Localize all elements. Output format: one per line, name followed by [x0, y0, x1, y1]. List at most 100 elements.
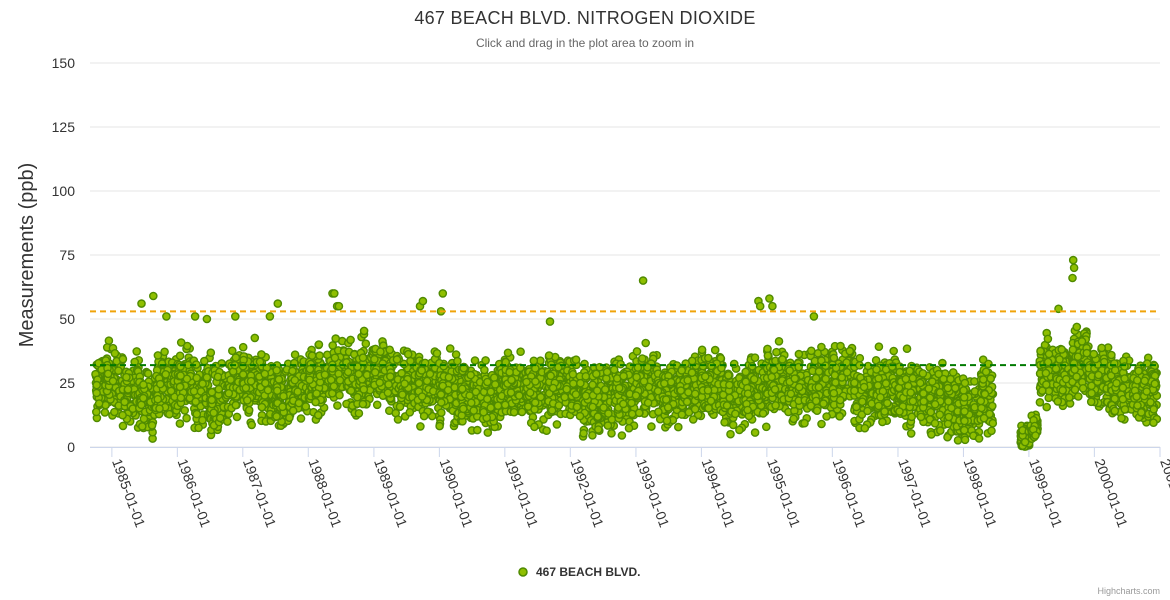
data-point[interactable] [260, 369, 270, 379]
data-point[interactable] [758, 409, 768, 418]
data-point[interactable] [918, 369, 928, 378]
data-point[interactable] [720, 417, 729, 427]
data-point[interactable] [108, 376, 118, 386]
data-point[interactable] [908, 396, 918, 406]
data-point[interactable] [544, 351, 554, 360]
data-point[interactable] [395, 402, 405, 412]
data-point[interactable] [617, 431, 627, 440]
data-point[interactable] [1036, 346, 1045, 356]
data-point[interactable] [930, 418, 940, 428]
data-point[interactable] [684, 387, 693, 397]
data-point[interactable] [794, 382, 804, 392]
data-point[interactable] [359, 326, 369, 336]
data-point[interactable] [548, 383, 558, 393]
data-point[interactable] [305, 375, 314, 385]
data-point[interactable] [176, 393, 186, 403]
data-point[interactable] [908, 373, 918, 383]
data-point[interactable] [250, 333, 260, 343]
data-point[interactable] [263, 385, 273, 395]
data-point[interactable] [189, 386, 199, 396]
data-point[interactable] [881, 379, 891, 388]
data-point[interactable] [296, 414, 306, 423]
data-point[interactable] [959, 386, 968, 395]
data-point[interactable] [936, 426, 945, 435]
data-point[interactable] [631, 391, 641, 400]
data-point[interactable] [192, 409, 202, 419]
data-point[interactable] [307, 351, 317, 360]
data-point[interactable] [653, 386, 663, 396]
data-point[interactable] [257, 350, 266, 359]
data-point[interactable] [479, 407, 488, 417]
data-point[interactable] [682, 397, 692, 407]
data-point[interactable] [855, 353, 865, 363]
data-point[interactable] [417, 366, 427, 375]
data-point[interactable] [663, 403, 673, 412]
data-point[interactable] [480, 365, 489, 375]
data-point[interactable] [858, 397, 867, 407]
data-point[interactable] [786, 389, 796, 399]
data-point[interactable] [353, 392, 362, 402]
data-point[interactable] [986, 374, 996, 383]
data-point[interactable] [445, 344, 455, 353]
data-point[interactable] [180, 406, 189, 415]
data-point[interactable] [215, 413, 225, 423]
data-point[interactable] [525, 388, 535, 398]
data-point[interactable] [529, 356, 539, 366]
data-point[interactable] [812, 406, 822, 416]
data-point[interactable] [137, 422, 147, 431]
data-point[interactable] [335, 390, 344, 400]
data-point[interactable] [202, 373, 212, 382]
data-point[interactable] [743, 405, 752, 415]
data-point[interactable] [915, 378, 925, 388]
data-point[interactable] [238, 342, 248, 352]
data-point[interactable] [817, 419, 826, 429]
data-point[interactable] [542, 426, 551, 436]
data-point[interactable] [935, 388, 945, 397]
data-point[interactable] [432, 348, 442, 358]
data-point[interactable] [175, 419, 185, 428]
data-point[interactable] [530, 422, 539, 432]
data-point[interactable] [624, 423, 634, 433]
data-point[interactable] [822, 412, 831, 421]
data-point[interactable] [753, 391, 762, 401]
data-point[interactable] [634, 408, 644, 418]
data-point[interactable] [725, 380, 734, 390]
data-point[interactable] [821, 374, 831, 384]
data-point[interactable] [123, 385, 133, 394]
data-point[interactable] [632, 347, 642, 356]
data-point[interactable] [677, 410, 687, 419]
data-point[interactable] [165, 409, 174, 419]
data-point[interactable] [244, 405, 254, 415]
data-point[interactable] [458, 404, 468, 414]
data-point[interactable] [704, 353, 713, 363]
data-point[interactable] [490, 380, 500, 389]
data-point[interactable] [354, 408, 364, 418]
data-point[interactable] [681, 359, 691, 368]
data-point[interactable] [602, 367, 612, 377]
data-point[interactable] [889, 346, 899, 356]
data-point[interactable] [960, 407, 969, 416]
data-point[interactable] [207, 387, 217, 397]
data-point[interactable] [482, 394, 492, 404]
data-point[interactable] [182, 341, 192, 351]
data-point[interactable] [794, 349, 804, 359]
data-point[interactable] [100, 408, 110, 417]
data-point[interactable] [191, 397, 200, 407]
data-point[interactable] [850, 378, 859, 388]
data-point[interactable] [943, 419, 953, 429]
data-point[interactable] [724, 370, 733, 380]
data-point[interactable] [285, 413, 294, 423]
data-point[interactable] [359, 385, 369, 394]
data-point[interactable] [330, 353, 340, 363]
data-point[interactable] [874, 374, 883, 383]
data-point[interactable] [905, 366, 915, 376]
data-point[interactable] [979, 375, 988, 384]
data-point[interactable] [874, 401, 883, 411]
data-point[interactable] [272, 365, 282, 375]
data-point[interactable] [641, 338, 651, 348]
data-point[interactable] [400, 379, 409, 389]
data-point[interactable] [290, 375, 300, 385]
data-point[interactable] [790, 374, 800, 383]
data-point[interactable] [588, 430, 597, 440]
data-point[interactable] [934, 369, 943, 379]
